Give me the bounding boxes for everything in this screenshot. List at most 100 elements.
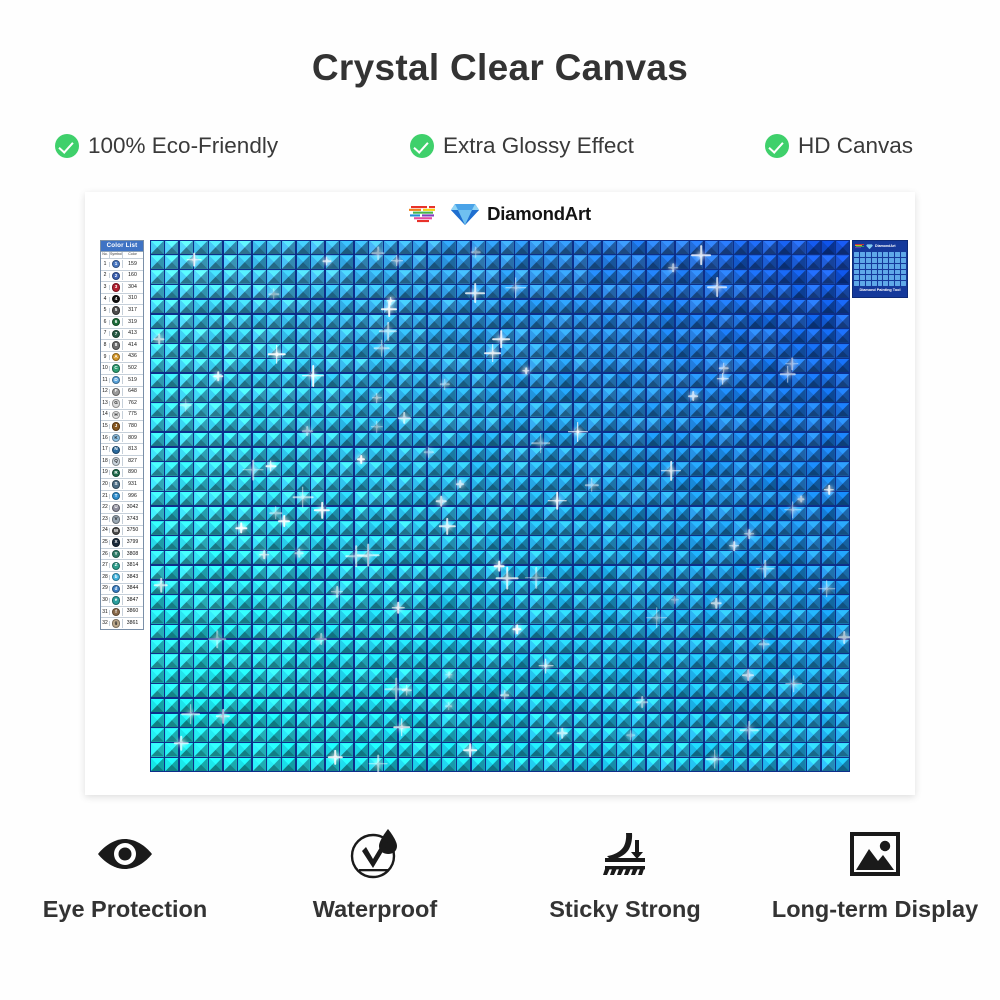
mosaic-bead xyxy=(661,433,674,446)
mosaic-bead xyxy=(734,669,747,682)
mosaic-bead xyxy=(457,536,470,549)
mosaic-bead xyxy=(384,610,397,623)
mosaic-bead xyxy=(224,448,237,461)
color-row-symbol-cell: R xyxy=(110,469,123,477)
mosaic-bead xyxy=(457,669,470,682)
mosaic-bead xyxy=(486,388,499,401)
color-row-code: 648 xyxy=(123,389,142,394)
mosaic-bead xyxy=(384,344,397,357)
color-list-row: 16 K 809 xyxy=(101,432,143,444)
mosaic-bead xyxy=(544,536,557,549)
mosaic-bead xyxy=(676,359,689,372)
mosaic-bead xyxy=(209,388,222,401)
mosaic-bead xyxy=(647,448,660,461)
mosaic-bead xyxy=(530,595,543,608)
mosaic-bead xyxy=(209,433,222,446)
mosaic-bead xyxy=(559,285,572,298)
mosaic-bead xyxy=(501,285,514,298)
mosaic-bead xyxy=(515,654,528,667)
diamond-gem-icon xyxy=(866,244,873,250)
mosaic-bead xyxy=(486,344,499,357)
mosaic-bead xyxy=(661,477,674,490)
mosaic-bead xyxy=(486,536,499,549)
mosaic-bead xyxy=(530,551,543,564)
mosaic-bead xyxy=(151,699,164,712)
mosaic-bead xyxy=(705,669,718,682)
mosaic-bead xyxy=(472,566,485,579)
color-row-symbol: Y xyxy=(112,550,120,558)
mosaic-bead xyxy=(472,581,485,594)
mosaic-bead xyxy=(209,241,222,254)
mosaic-bead xyxy=(515,270,528,283)
mosaic-bead xyxy=(311,595,324,608)
mosaic-bead xyxy=(515,728,528,741)
color-list-row: 22 U 3042 xyxy=(101,501,143,513)
mosaic-bead xyxy=(807,300,820,313)
mosaic-bead xyxy=(661,654,674,667)
mosaic-bead xyxy=(165,241,178,254)
mosaic-bead xyxy=(661,374,674,387)
mosaic-bead xyxy=(778,654,791,667)
mosaic-bead xyxy=(297,492,310,505)
mosaic-bead xyxy=(413,728,426,741)
mosaic-bead xyxy=(194,492,207,505)
mosaic-bead xyxy=(282,374,295,387)
mosaic-bead xyxy=(676,581,689,594)
mosaic-bead xyxy=(253,359,266,372)
mosaic-bead xyxy=(603,418,616,431)
mosaic-bead xyxy=(588,418,601,431)
mosaic-bead xyxy=(224,758,237,771)
mosaic-bead xyxy=(224,743,237,756)
mosaic-bead xyxy=(807,595,820,608)
mosaic-bead xyxy=(515,285,528,298)
mosaic-bead xyxy=(530,285,543,298)
color-row-symbol: H xyxy=(112,411,120,419)
mosaic-bead xyxy=(238,699,251,712)
color-row-symbol-cell: S xyxy=(110,480,123,488)
mosaic-bead xyxy=(282,758,295,771)
mosaic-bead xyxy=(151,758,164,771)
mosaic-bead xyxy=(238,418,251,431)
mosaic-bead xyxy=(267,300,280,313)
mosaic-bead xyxy=(807,684,820,697)
mosaic-bead xyxy=(253,448,266,461)
mosaic-bead xyxy=(297,640,310,653)
mosaic-bead xyxy=(778,758,791,771)
mosaic-bead xyxy=(311,359,324,372)
mosaic-bead xyxy=(617,610,630,623)
mosaic-bead xyxy=(267,625,280,638)
mosaic-bead xyxy=(544,315,557,328)
mosaic-bead xyxy=(267,403,280,416)
mosaic-bead xyxy=(559,699,572,712)
mosaic-bead xyxy=(719,699,732,712)
color-row-number: 2 xyxy=(101,273,110,278)
mosaic-bead xyxy=(355,625,368,638)
mosaic-bead xyxy=(632,374,645,387)
mosaic-bead xyxy=(501,566,514,579)
mosaic-bead xyxy=(209,566,222,579)
mosaic-bead xyxy=(472,403,485,416)
color-list-row: 2 2 160 xyxy=(101,270,143,282)
color-row-symbol-cell: H xyxy=(110,411,123,419)
mosaic-bead xyxy=(676,566,689,579)
mosaic-bead xyxy=(253,374,266,387)
mosaic-bead xyxy=(253,654,266,667)
mosaic-bead xyxy=(763,743,776,756)
mosaic-bead xyxy=(690,462,703,475)
mosaic-bead xyxy=(151,684,164,697)
color-row-symbol-cell: U xyxy=(110,504,123,512)
mosaic-bead xyxy=(501,521,514,534)
mosaic-bead xyxy=(778,344,791,357)
mosaic-bead xyxy=(763,329,776,342)
mosaic-bead xyxy=(180,462,193,475)
mosaic-bead xyxy=(778,241,791,254)
mosaic-bead xyxy=(574,477,587,490)
mosaic-bead xyxy=(224,329,237,342)
mosaic-bead xyxy=(588,300,601,313)
mosaic-bead xyxy=(603,433,616,446)
mosaic-bead xyxy=(559,329,572,342)
mosaic-bead xyxy=(588,403,601,416)
mosaic-bead xyxy=(151,714,164,727)
color-row-symbol-cell: b xyxy=(110,573,123,581)
mosaic-bead xyxy=(807,285,820,298)
